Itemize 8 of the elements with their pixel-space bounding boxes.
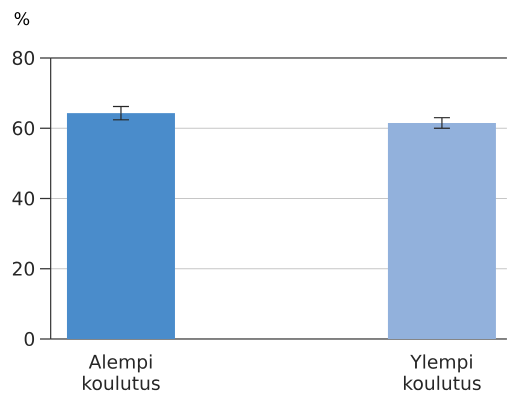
y-axis-title: % xyxy=(14,12,30,26)
y-tick-label: 0 xyxy=(24,332,34,346)
y-tick-label: 20 xyxy=(12,262,34,276)
x-tick-label: Alempi koulutus xyxy=(83,354,160,390)
y-tick-label: 60 xyxy=(12,121,34,136)
y-tick-label: 80 xyxy=(12,50,34,66)
y-tick-label: 40 xyxy=(12,191,34,206)
x-tick-label: Ylempi koulutus xyxy=(404,354,481,390)
